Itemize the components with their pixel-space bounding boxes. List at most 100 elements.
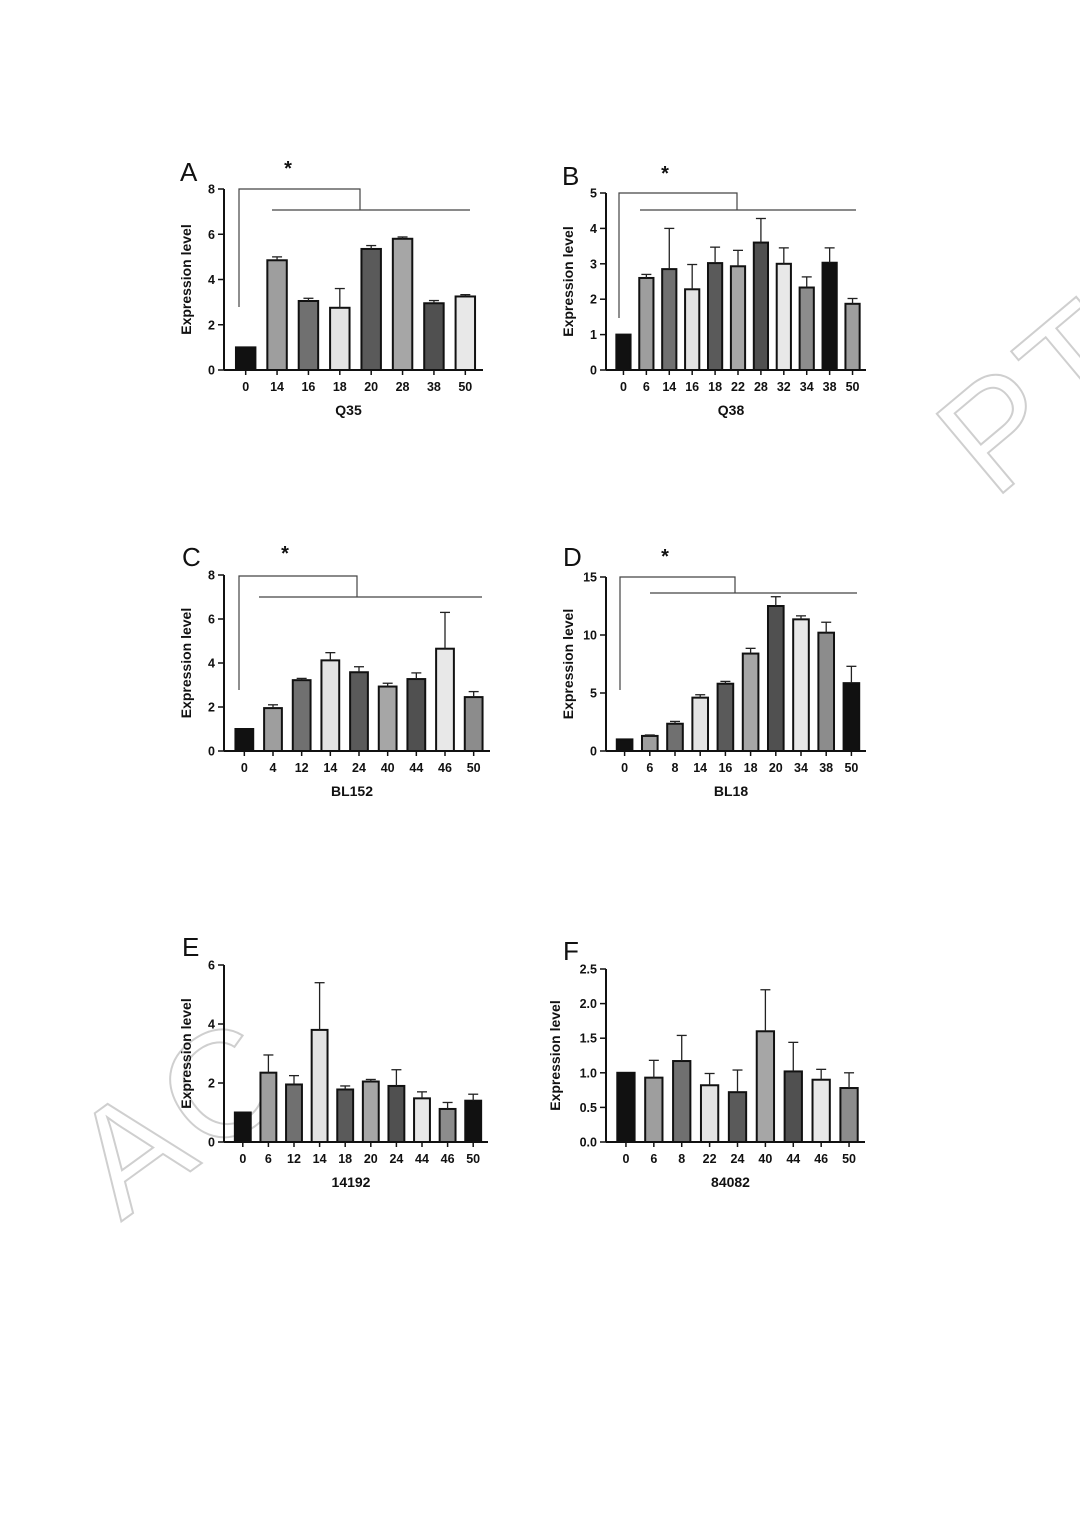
panel-letter: D	[563, 542, 582, 572]
x-tick-label: 0	[241, 761, 248, 775]
bar-18	[329, 306, 351, 371]
panel-letter: E	[182, 932, 199, 962]
bar-44	[413, 1097, 431, 1143]
y-tick-label: 6	[208, 228, 215, 242]
y-axis-label: Expression level	[178, 224, 194, 335]
x-tick-label: 50	[467, 761, 481, 775]
y-tick-label: 2.5	[580, 963, 597, 977]
x-axis-label: BL18	[714, 783, 748, 799]
bar-24	[349, 671, 369, 752]
x-tick-label: 0	[242, 380, 249, 394]
bar-18	[336, 1088, 355, 1143]
x-tick-label: 50	[458, 380, 472, 394]
y-axis-label: Expression level	[547, 1000, 563, 1111]
x-axis-label: 14192	[332, 1174, 371, 1190]
bar-0	[615, 333, 632, 372]
x-tick-label: 24	[731, 1152, 745, 1166]
x-tick-label: 12	[295, 761, 309, 775]
x-tick-label: 6	[650, 1152, 657, 1166]
bar-40	[755, 1030, 776, 1144]
y-tick-label: 0	[208, 364, 215, 378]
bar-0	[234, 728, 255, 752]
x-tick-label: 0	[620, 380, 627, 394]
y-tick-label: 4	[208, 1018, 215, 1032]
bar-44	[406, 678, 427, 752]
x-tick-label: 46	[438, 761, 452, 775]
bar-34	[792, 618, 810, 753]
bar-32	[775, 262, 792, 371]
x-tick-label: 14	[323, 761, 337, 775]
bar-0	[616, 1071, 636, 1144]
bar-40	[377, 685, 398, 752]
bar-28	[752, 241, 770, 371]
x-tick-label: 24	[389, 1152, 403, 1166]
x-tick-label: 20	[769, 761, 783, 775]
bar-24	[387, 1084, 406, 1143]
y-tick-label: 2.0	[580, 997, 597, 1011]
significance-bracket	[618, 192, 738, 318]
bar-38	[423, 302, 445, 372]
y-tick-label: 0	[208, 745, 215, 759]
y-tick-label: 4	[208, 273, 215, 287]
y-tick-label: 0.5	[580, 1101, 597, 1115]
y-tick-label: 1.5	[580, 1032, 597, 1046]
y-tick-label: 2	[208, 1077, 215, 1091]
x-tick-label: 46	[441, 1152, 455, 1166]
x-tick-label: 12	[287, 1152, 301, 1166]
y-tick-label: 1	[590, 328, 597, 342]
bar-0	[615, 738, 634, 753]
y-tick-label: 1.0	[580, 1066, 597, 1080]
bar-14	[691, 696, 710, 753]
bar-14	[310, 1028, 329, 1144]
x-tick-label: 16	[301, 380, 315, 394]
bar-50	[454, 295, 477, 371]
significance-star: *	[281, 543, 289, 565]
bar-4	[263, 707, 283, 752]
y-tick-label: 2	[208, 318, 215, 332]
bar-46	[811, 1078, 831, 1143]
y-tick-label: 4	[208, 657, 215, 671]
bar-20	[361, 1080, 380, 1144]
y-tick-label: 6	[208, 613, 215, 627]
chart-panel-a: A 0 14 16 18 20 28 38 50 0 2 4 6 8 Expression level Q35…	[178, 157, 483, 418]
x-tick-label: 4	[270, 761, 277, 775]
x-tick-label: 28	[754, 380, 768, 394]
y-tick-label: 0	[208, 1136, 215, 1150]
y-tick-label: 5	[590, 187, 597, 201]
chart-panel-d: D 0 6 8 14 16 18 20 34 38 50 0 5 10 15 Expression level…	[560, 542, 866, 799]
y-tick-label: 3	[590, 257, 597, 271]
bar-20	[766, 605, 785, 752]
bar-20	[360, 247, 382, 371]
y-tick-label: 15	[583, 571, 597, 585]
x-tick-label: 40	[381, 761, 395, 775]
x-tick-label: 28	[396, 380, 410, 394]
x-tick-label: 34	[794, 761, 808, 775]
x-tick-label: 50	[844, 761, 858, 775]
significance-star: *	[661, 163, 669, 185]
x-tick-label: 22	[703, 1152, 717, 1166]
x-tick-label: 8	[672, 761, 679, 775]
x-tick-label: 18	[708, 380, 722, 394]
bar-24	[727, 1091, 748, 1144]
x-tick-label: 0	[622, 1152, 629, 1166]
panel-letter: C	[182, 542, 201, 572]
x-tick-label: 38	[823, 380, 837, 394]
x-tick-label: 44	[786, 1152, 800, 1166]
chart-panel-f: F 0 6 8 22 24 40 44 46 50 0.0 0.5 1.0 1.5 2.0 2.5 Expres…	[547, 936, 865, 1190]
bar-50	[464, 1099, 483, 1143]
x-tick-label: 34	[800, 380, 814, 394]
bar-6	[638, 276, 655, 371]
significance-bracket	[238, 575, 358, 690]
bar-34	[798, 286, 815, 372]
y-axis-label: Expression level	[178, 608, 194, 719]
x-tick-label: 44	[415, 1152, 429, 1166]
y-tick-label: 0	[590, 745, 597, 759]
x-tick-label: 14	[662, 380, 676, 394]
bar-16	[297, 299, 320, 371]
bar-50	[839, 1087, 859, 1144]
bar-50	[844, 302, 861, 371]
x-tick-label: 18	[333, 380, 347, 394]
x-tick-label: 20	[364, 380, 378, 394]
